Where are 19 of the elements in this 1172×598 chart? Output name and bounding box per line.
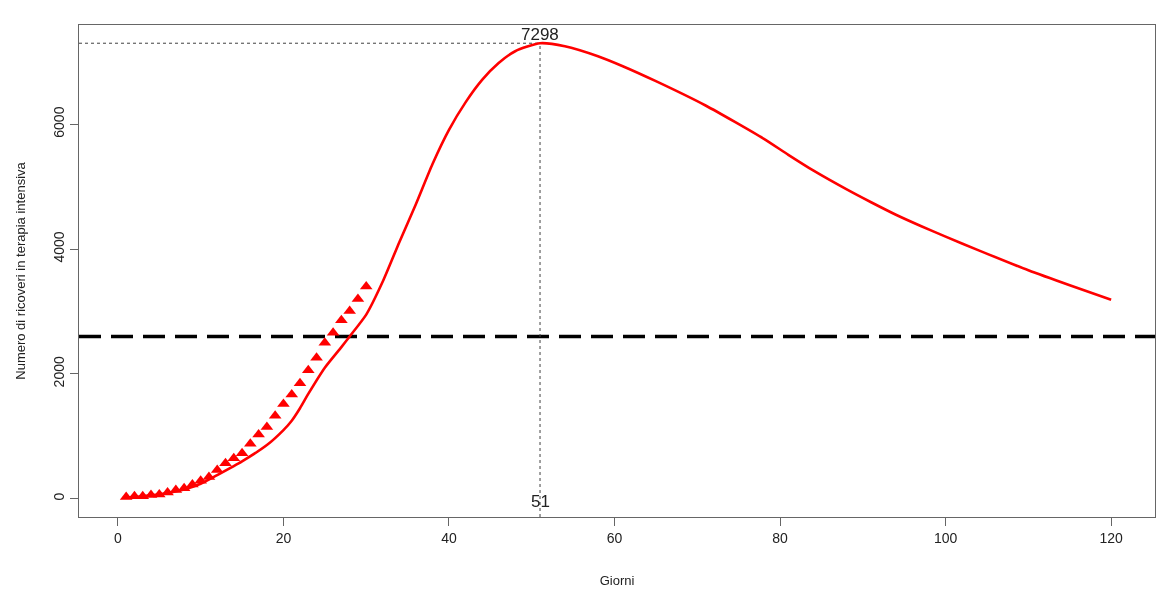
point <box>186 478 199 488</box>
y-axis-title: Numero di ricoveri in terapia intensiva <box>13 161 29 380</box>
y-tick-label: 6000 <box>51 106 68 138</box>
x-tick-label: 60 <box>606 529 623 546</box>
x-tick-label: 120 <box>1099 529 1124 546</box>
ref-line-label: 51 <box>531 492 550 511</box>
x-tick-label: 80 <box>772 529 789 546</box>
point <box>152 488 166 498</box>
point <box>293 377 307 387</box>
x-tick-label: 0 <box>114 529 122 546</box>
ref-line-label: 7298 <box>521 25 559 44</box>
x-tick-label: 20 <box>275 529 292 546</box>
y-tick-label: 4000 <box>51 231 68 263</box>
point <box>252 428 265 438</box>
x-tick-label: 100 <box>933 529 958 546</box>
y-tick-label: 0 <box>51 492 68 501</box>
x-tick-label: 40 <box>441 529 457 546</box>
x-axis-title: Giorni <box>599 572 635 588</box>
y-tick-label: 2000 <box>51 356 68 388</box>
